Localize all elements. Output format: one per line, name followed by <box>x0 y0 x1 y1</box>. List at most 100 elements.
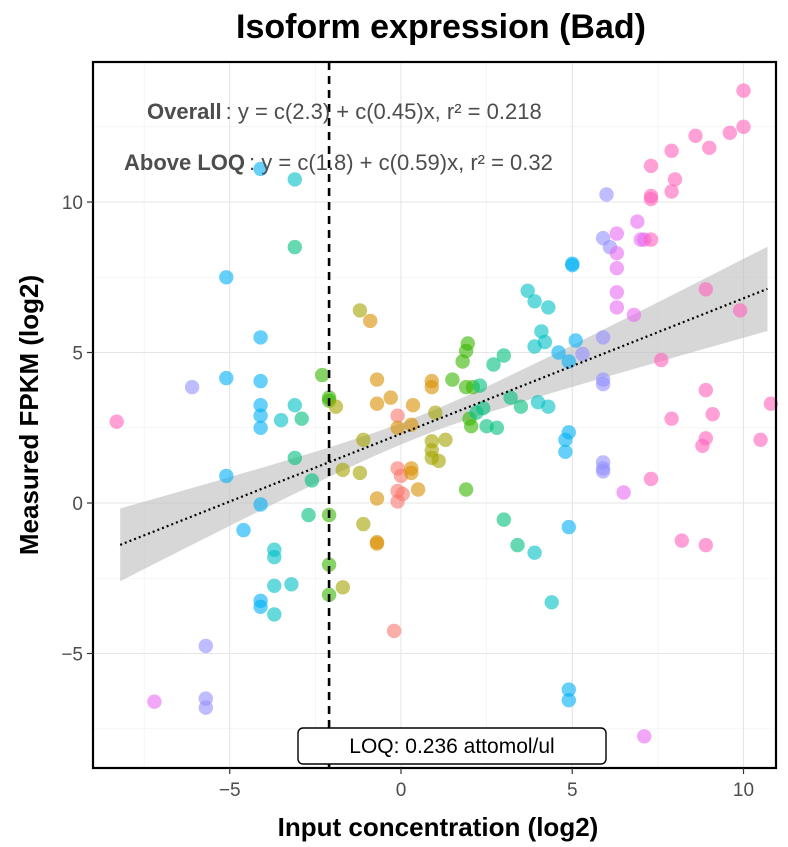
x-tick-label: 0 <box>396 780 407 801</box>
data-point <box>424 379 439 395</box>
y-tick-label: 0 <box>72 494 83 515</box>
data-points <box>109 83 779 744</box>
data-point <box>147 694 162 709</box>
data-point <box>356 432 371 447</box>
data-point <box>616 485 631 500</box>
data-point <box>352 303 368 318</box>
x-axis-title: Input concentration (log2) <box>278 812 599 842</box>
data-point <box>527 545 542 560</box>
data-point <box>315 367 330 383</box>
data-point <box>643 471 659 487</box>
data-point <box>541 399 556 414</box>
above-loq-equation-text: : y = c(1.8) + c(0.59)x, r² = 0.32 <box>249 150 553 175</box>
data-point <box>698 382 713 398</box>
data-point <box>321 557 337 572</box>
data-point <box>520 283 535 298</box>
data-point <box>643 232 659 247</box>
regression-layer <box>119 287 768 546</box>
data-point <box>431 453 446 469</box>
data-point <box>253 398 268 413</box>
data-point <box>561 519 576 535</box>
data-point <box>410 482 426 497</box>
data-point <box>561 354 576 369</box>
data-point <box>609 300 624 315</box>
data-point <box>568 333 583 348</box>
data-point <box>438 432 453 447</box>
data-point <box>527 294 542 309</box>
data-point <box>732 303 748 318</box>
loq-label: LOQ: 0.236 attomol/ul <box>349 735 554 758</box>
data-point <box>404 417 419 432</box>
data-point <box>356 516 371 532</box>
data-point <box>561 693 576 708</box>
data-point <box>705 407 720 422</box>
data-point <box>551 345 566 360</box>
data-point <box>383 390 398 405</box>
data-point <box>609 285 624 300</box>
data-point <box>489 420 505 435</box>
data-point <box>287 172 302 187</box>
data-point <box>386 623 402 639</box>
data-point <box>363 313 378 329</box>
data-point <box>541 300 556 315</box>
data-point <box>537 334 553 350</box>
data-point <box>301 507 316 523</box>
x-tick-label: 10 <box>733 780 754 801</box>
y-tick-label: 5 <box>72 344 83 365</box>
data-point <box>267 607 282 622</box>
data-point <box>219 270 234 285</box>
data-point <box>561 425 576 440</box>
confidence-ribbon <box>120 246 768 582</box>
above-loq-equation: Above LOQ: y = c(1.8) + c(0.59)x, r² = 0… <box>124 150 553 175</box>
data-point <box>667 172 683 187</box>
data-point <box>688 128 703 143</box>
data-point <box>486 357 501 372</box>
data-point <box>736 119 751 134</box>
data-point <box>335 580 350 595</box>
data-point <box>698 431 713 446</box>
data-point <box>702 140 717 155</box>
data-point <box>219 370 234 386</box>
data-point <box>460 336 475 351</box>
data-point <box>595 330 611 345</box>
data-point <box>476 401 491 416</box>
data-point <box>565 258 580 273</box>
data-point <box>287 398 302 413</box>
data-point <box>736 83 751 98</box>
x-tick-label: 5 <box>567 780 578 801</box>
regression-line <box>119 287 768 546</box>
data-point <box>287 239 302 255</box>
data-point <box>496 348 511 363</box>
data-point <box>503 390 518 405</box>
data-point <box>472 378 487 393</box>
data-point <box>287 450 302 466</box>
data-point <box>390 408 405 423</box>
data-point <box>664 184 679 199</box>
data-point <box>184 379 200 395</box>
plot-panel-border <box>91 60 778 770</box>
data-point <box>595 464 611 479</box>
loq-layer: LOQ: 0.236 attomol/ul <box>297 62 607 768</box>
overall-equation: Overall: y = c(2.3) + c(0.45)x, r² = 0.2… <box>147 99 542 124</box>
data-point <box>445 372 460 387</box>
data-point <box>352 465 368 481</box>
data-point <box>722 125 737 140</box>
data-point <box>253 599 268 614</box>
data-point <box>496 512 511 527</box>
data-point <box>253 420 268 435</box>
data-point <box>664 143 679 158</box>
data-point <box>609 226 624 241</box>
data-point <box>284 577 299 592</box>
data-point <box>630 214 645 229</box>
data-point <box>664 411 679 426</box>
confidence-band <box>120 246 768 582</box>
data-point <box>294 411 309 426</box>
data-point <box>558 444 573 459</box>
data-point <box>674 533 689 548</box>
data-point <box>369 536 385 551</box>
data-point <box>253 408 268 423</box>
overall-label: Overall <box>147 99 222 124</box>
data-point <box>698 282 713 297</box>
